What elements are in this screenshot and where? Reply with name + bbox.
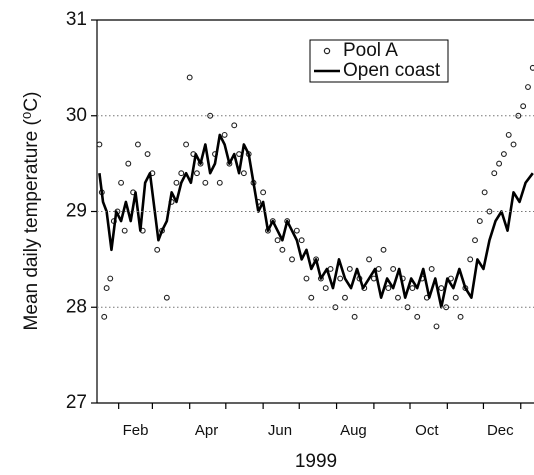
data-point (452, 294, 459, 301)
data-point (183, 141, 190, 148)
data-point (337, 275, 344, 282)
data-point (500, 151, 507, 158)
data-point (260, 189, 267, 196)
data-point (163, 294, 170, 301)
data-point (216, 179, 223, 186)
data-point (202, 179, 209, 186)
data-point (231, 122, 238, 129)
data-point (380, 246, 387, 253)
data-point (375, 266, 382, 272)
legend-marker (323, 47, 331, 55)
x-tick-label: Jun (268, 422, 292, 439)
data-point (510, 141, 517, 148)
data-point (481, 189, 488, 196)
y-tick-label: 30 (66, 105, 87, 126)
data-point (395, 294, 401, 301)
data-point (173, 179, 180, 186)
data-point (121, 227, 128, 234)
data-point (414, 313, 421, 320)
data-point (496, 160, 503, 167)
data-point (327, 266, 334, 272)
data-point (274, 237, 281, 244)
y-tick-label: 29 (66, 201, 87, 222)
data-point (390, 266, 397, 272)
data-point (193, 170, 200, 177)
y-tick-label: 31 (66, 9, 87, 30)
x-tick-label: Apr (195, 422, 218, 439)
data-point (520, 103, 527, 110)
data-point (97, 141, 103, 148)
data-point (346, 266, 353, 272)
data-point (529, 64, 534, 71)
data-point (298, 237, 305, 244)
data-point (118, 179, 125, 186)
data-point (221, 131, 228, 138)
data-point (428, 266, 435, 272)
data-point (476, 218, 483, 225)
data-line (98, 133, 534, 309)
x-axis-label: 1999 (295, 451, 337, 472)
data-point (125, 160, 132, 167)
data-point (134, 141, 141, 148)
y-tick-label: 28 (66, 296, 87, 317)
data-point (279, 246, 286, 253)
data-point (154, 246, 161, 253)
data-point (186, 74, 193, 81)
x-tick-label: Dec (487, 422, 514, 439)
data-point (103, 285, 110, 292)
data-point (472, 237, 478, 244)
data-point (289, 256, 295, 263)
data-point (505, 131, 512, 138)
data-point (101, 313, 108, 320)
data-point (457, 313, 464, 320)
y-tick-label: 27 (66, 392, 87, 413)
data-point (107, 275, 114, 282)
data-point (366, 256, 373, 263)
data-point (467, 256, 474, 263)
x-tick-label: Oct (415, 422, 439, 439)
x-tick-label: Aug (340, 422, 367, 439)
data-point (409, 285, 416, 292)
plot-area (97, 64, 534, 330)
data-point (303, 275, 310, 282)
data-point (240, 170, 247, 177)
data-point (293, 227, 300, 234)
data-point (322, 285, 329, 292)
data-point (438, 285, 445, 292)
data-point (308, 294, 315, 301)
data-point (433, 323, 440, 330)
data-point (491, 170, 498, 177)
x-tick-label: Feb (123, 422, 149, 439)
data-point (351, 313, 358, 320)
legend-box (309, 39, 449, 83)
legend-label: Open coast (343, 60, 441, 81)
data-point (178, 170, 185, 177)
legend-label: Pool A (343, 40, 398, 61)
y-axis-label: Mean daily temperature (⁰C) (21, 92, 42, 331)
data-point (144, 151, 151, 158)
data-point (342, 294, 348, 301)
data-point (385, 285, 392, 292)
data-point (525, 84, 531, 90)
